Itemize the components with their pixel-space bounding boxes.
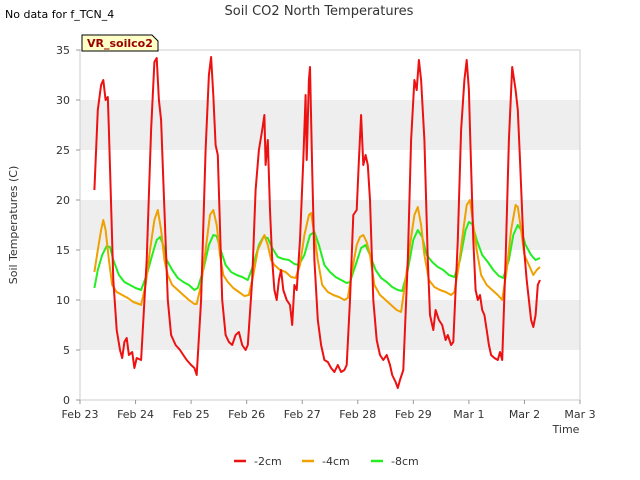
- x-tick-label: Feb 29: [395, 408, 432, 421]
- chart-title: Soil CO2 North Temperatures: [225, 4, 414, 19]
- plot-frame: [79, 49, 581, 401]
- x-tick-label: Feb 23: [62, 408, 99, 421]
- x-axis-label: Time: [552, 423, 580, 436]
- x-tick-label: Mar 3: [564, 408, 595, 421]
- y-tick-label: 30: [56, 94, 70, 107]
- y-tick-label: 20: [56, 194, 70, 207]
- series-line-minus-2cm: [93, 56, 541, 389]
- y-tick-label: 0: [63, 394, 70, 407]
- y-tick-label: 15: [56, 244, 70, 257]
- legend-label: -4cm: [322, 455, 350, 468]
- y-tick-label: 35: [56, 44, 70, 57]
- x-tick-label: Feb 28: [339, 408, 376, 421]
- no-data-note: No data for f_TCN_4: [5, 8, 114, 21]
- x-tick-label: Feb 26: [228, 408, 265, 421]
- y-axis: 0 5 10 15 20 25 30 35: [56, 44, 80, 407]
- legend: -2cm -4cm -8cm: [234, 455, 419, 468]
- y-tick-label: 25: [56, 144, 70, 157]
- x-tick-label: Mar 1: [453, 408, 484, 421]
- x-axis: Feb 23 Feb 24 Feb 25 Feb 26 Feb 27 Feb 28 Feb …: [62, 400, 596, 421]
- x-tick-label: Feb 25: [173, 408, 210, 421]
- y-axis-label: Soil Temperatures (C): [7, 166, 20, 285]
- legend-label: -2cm: [254, 455, 282, 468]
- y-tick-label: 10: [56, 294, 70, 307]
- y-tick-label: 5: [63, 344, 70, 357]
- legend-label: -8cm: [391, 455, 419, 468]
- site-badge: VR_soilco2: [81, 34, 159, 52]
- x-tick-label: Feb 24: [117, 408, 154, 421]
- grid-band: [80, 300, 580, 350]
- site-badge-label: VR_soilco2: [87, 37, 153, 50]
- site-badge-box: [81, 34, 159, 52]
- grid-band: [80, 100, 580, 150]
- grid-bands: [80, 100, 580, 350]
- x-tick-label: Feb 27: [284, 408, 321, 421]
- series-lines: [93, 56, 541, 389]
- x-tick-label: Mar 2: [509, 408, 540, 421]
